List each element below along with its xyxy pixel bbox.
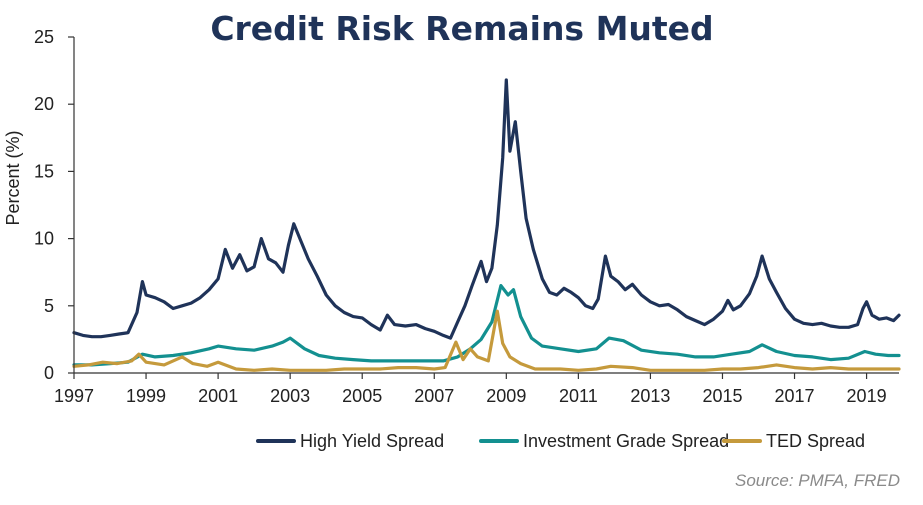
- y-axis-title: Percent (%): [3, 130, 23, 225]
- series-lines: [72, 78, 901, 372]
- x-tick-label: 2005: [342, 386, 382, 406]
- y-tick-label: 5: [44, 296, 54, 316]
- y-tick-label: 0: [44, 363, 54, 383]
- y-tick-label: 15: [34, 161, 54, 181]
- x-tick-label: 2001: [198, 386, 238, 406]
- series-line-2: [72, 309, 901, 372]
- chart-legend: High Yield Spread Investment Grade Spread…: [256, 431, 865, 451]
- x-tick-label: 2009: [486, 386, 526, 406]
- x-tick-label: 2011: [559, 386, 598, 406]
- x-tick-label: 2019: [847, 386, 887, 406]
- legend-label-2: TED Spread: [766, 431, 865, 451]
- x-axis-ticks: 1997 1999 2001 2003 2005 2007 2009 2011 2013 2015…: [54, 373, 887, 406]
- x-tick-label: 2015: [702, 386, 742, 406]
- x-tick-label: 2017: [775, 386, 815, 406]
- x-tick-label: 1999: [126, 386, 166, 406]
- series-line-1: [72, 284, 901, 367]
- x-tick-label: 2003: [270, 386, 310, 406]
- series-line-0: [72, 78, 901, 340]
- y-axis-ticks: 0 5 10 15 20 25: [34, 27, 74, 383]
- y-tick-label: 20: [34, 94, 54, 114]
- legend-label-1: Investment Grade Spread: [523, 431, 729, 451]
- x-tick-label: 2013: [630, 386, 670, 406]
- x-tick-label: 1997: [54, 386, 94, 406]
- y-tick-label: 10: [34, 229, 54, 249]
- x-tick-label: 2007: [414, 386, 454, 406]
- legend-label-0: High Yield Spread: [300, 431, 444, 451]
- chart-title: Credit Risk Remains Muted: [210, 9, 713, 48]
- source-note: Source: PMFA, FRED: [735, 471, 900, 490]
- y-tick-label: 25: [34, 27, 54, 47]
